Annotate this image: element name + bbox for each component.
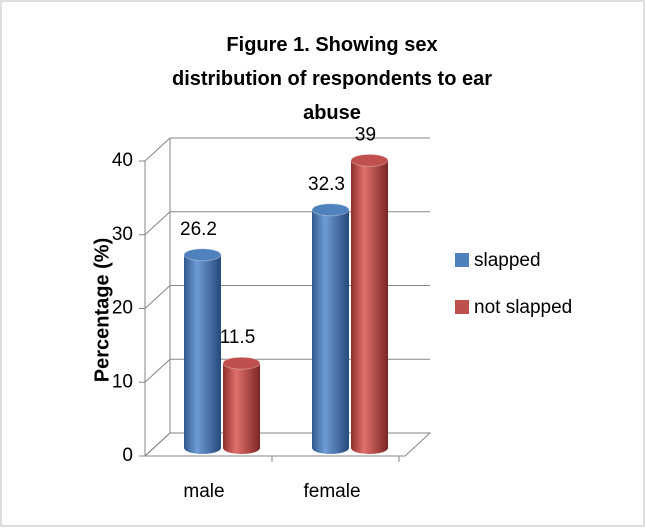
bar-body [351, 160, 388, 448]
legend-swatch [455, 253, 469, 267]
y-tick-label: 30 [112, 224, 133, 245]
bar-body [312, 209, 349, 448]
grid-line [144, 358, 171, 383]
bar-top [350, 153, 389, 167]
bar-body [184, 254, 221, 448]
grid-line [144, 137, 171, 162]
y-tick-label: 0 [122, 445, 133, 466]
bar [350, 153, 389, 454]
bar [183, 248, 222, 454]
bar-top [183, 248, 222, 262]
bar [311, 203, 350, 454]
legend-label: slapped [474, 250, 541, 271]
y-tick-label: 40 [112, 150, 133, 171]
legend-label: not slapped [474, 297, 572, 318]
x-tick-label: male [183, 481, 224, 502]
grid-line [144, 211, 171, 236]
y-tick-label: 20 [112, 298, 133, 319]
bar [222, 356, 261, 454]
value-label: 39 [355, 124, 376, 145]
y-tick-label: 10 [112, 371, 133, 392]
value-label: 11.5 [220, 327, 256, 348]
value-label: 32.3 [308, 174, 345, 195]
bar-top [222, 356, 261, 370]
value-label: 26.2 [180, 219, 217, 240]
y-axis-label: Percentage (%) [91, 238, 113, 383]
bar-top [311, 203, 350, 217]
chart-title: Figure 1. Showing sex distribution of re… [172, 34, 493, 124]
x-tick-label: female [303, 481, 360, 502]
legend-swatch [455, 300, 469, 314]
bar-body [223, 363, 260, 448]
grid-line [144, 285, 171, 309]
grid-line [144, 432, 171, 457]
